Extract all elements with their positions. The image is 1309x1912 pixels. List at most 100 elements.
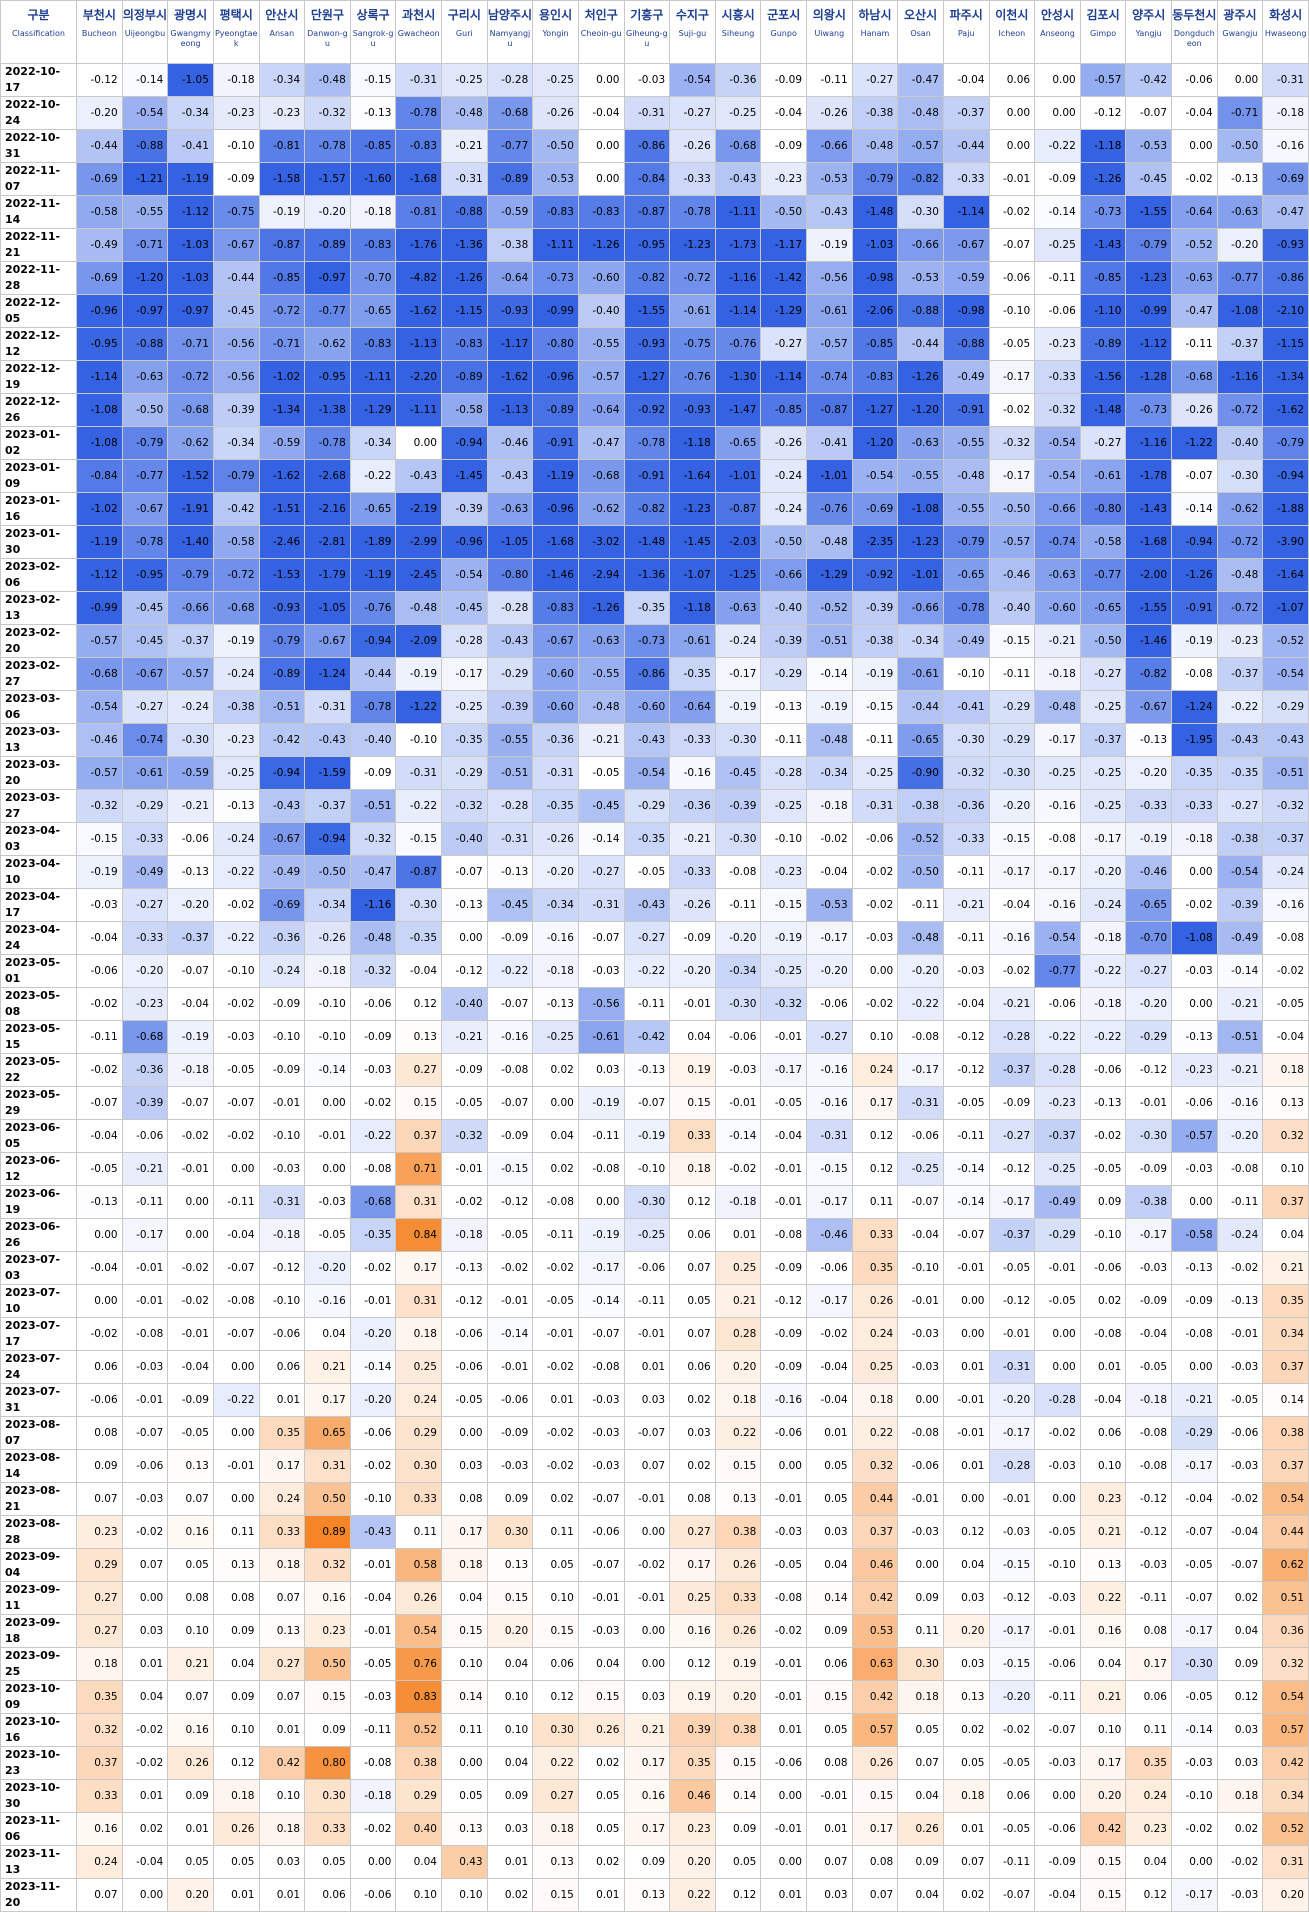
value-cell: 0.05 <box>669 1284 716 1318</box>
value-cell: -0.62 <box>1216 492 1264 526</box>
value-cell: -1.19 <box>532 459 579 493</box>
value-cell: -1.58 <box>258 162 306 196</box>
value-cell: -0.36 <box>669 789 716 823</box>
value-cell: -0.19 <box>851 657 899 691</box>
value-cell: -1.46 <box>532 558 579 592</box>
data-row: 2023-07-24 0.06 -0.03 -0.04 0.00 0.06 0.21 -0.1… <box>0 1350 1309 1384</box>
value-cell: 0.46 <box>851 1548 899 1582</box>
value-cell: -1.68 <box>532 525 579 559</box>
value-cell: -0.01 <box>623 1482 671 1516</box>
value-cell: 0.15 <box>486 1581 534 1615</box>
value-cell: 0.05 <box>714 1845 762 1879</box>
value-cell: 0.24 <box>851 1317 899 1351</box>
column-header: 과천시 Gwacheon <box>395 0 442 64</box>
value-cell: -0.05 <box>988 1812 1036 1846</box>
value-cell: -0.21 <box>669 822 716 856</box>
value-cell: -0.47 <box>349 855 397 889</box>
value-cell: -1.48 <box>1079 393 1127 427</box>
value-cell: -0.48 <box>806 525 853 559</box>
value-cell: -0.33 <box>121 921 169 955</box>
value-cell: -0.18 <box>441 1218 488 1252</box>
value-cell: 0.08 <box>1125 1614 1172 1648</box>
value-cell: -0.39 <box>486 690 534 724</box>
value-cell: -0.34 <box>349 426 397 460</box>
value-cell: 0.24 <box>76 1845 123 1879</box>
value-cell: -0.43 <box>623 888 671 922</box>
value-cell: 0.17 <box>1079 1746 1127 1780</box>
value-cell: 0.02 <box>1079 1284 1127 1318</box>
date-cell: 2023-04-10 <box>0 855 77 889</box>
value-cell: -0.37 <box>304 789 351 823</box>
value-cell: -0.07 <box>441 855 488 889</box>
value-cell: -0.66 <box>1034 492 1081 526</box>
value-cell: -0.45 <box>121 591 169 625</box>
value-cell: -0.93 <box>486 294 534 328</box>
column-kr: 의왕시 <box>812 8 846 22</box>
value-cell: -1.11 <box>395 393 442 427</box>
value-cell: 0.00 <box>1171 1350 1218 1384</box>
value-cell: -0.01 <box>441 1152 488 1186</box>
value-cell: 0.00 <box>577 1185 625 1219</box>
column-header: 안산시 Ansan <box>258 0 306 64</box>
value-cell: -0.55 <box>942 426 990 460</box>
date-cell: 2023-08-07 <box>0 1416 77 1450</box>
value-cell: 0.13 <box>1262 1086 1309 1120</box>
value-cell: -0.46 <box>1125 855 1172 889</box>
value-cell: -0.08 <box>1125 1416 1172 1450</box>
value-cell: -0.47 <box>897 63 944 97</box>
value-cell: 0.42 <box>851 1581 899 1615</box>
value-cell: -1.01 <box>806 459 853 493</box>
value-cell: -0.30 <box>623 1185 671 1219</box>
value-cell: -0.23 <box>1216 624 1264 658</box>
value-cell: -0.02 <box>851 855 899 889</box>
value-cell: -0.26 <box>669 888 716 922</box>
date-cell: 2023-11-20 <box>0 1878 77 1912</box>
data-row: 2023-03-20 -0.57 -0.61 -0.59 -0.25 -0.94 -1.59… <box>0 756 1309 790</box>
value-cell: -0.48 <box>897 921 944 955</box>
value-cell: -0.04 <box>1034 1878 1081 1912</box>
value-cell: -0.72 <box>1216 591 1264 625</box>
value-cell: -1.13 <box>395 327 442 361</box>
value-cell: 0.09 <box>486 1779 534 1813</box>
value-cell: -0.17 <box>988 1614 1036 1648</box>
value-cell: -1.08 <box>1171 921 1218 955</box>
value-cell: -0.19 <box>714 690 762 724</box>
value-cell: 0.42 <box>851 1680 899 1714</box>
value-cell: -0.04 <box>1125 1317 1172 1351</box>
value-cell: -0.02 <box>349 1086 397 1120</box>
value-cell: -0.10 <box>897 1251 944 1285</box>
value-cell: -0.21 <box>1034 624 1081 658</box>
date-cell: 2023-09-11 <box>0 1581 77 1615</box>
value-cell: 0.01 <box>121 1779 169 1813</box>
value-cell: -0.01 <box>349 1548 397 1582</box>
value-cell: -0.14 <box>349 1350 397 1384</box>
value-cell: -0.06 <box>349 1878 397 1912</box>
value-cell: 0.08 <box>76 1416 123 1450</box>
value-cell: -0.04 <box>988 888 1036 922</box>
value-cell: 0.00 <box>577 162 625 196</box>
value-cell: 0.17 <box>304 1383 351 1417</box>
value-cell: -0.78 <box>304 129 351 163</box>
value-cell: -0.56 <box>806 261 853 295</box>
value-cell: 0.05 <box>441 1779 488 1813</box>
value-cell: -0.28 <box>486 63 534 97</box>
value-cell: -0.10 <box>760 822 807 856</box>
value-cell: 0.65 <box>304 1416 351 1450</box>
value-cell: -0.43 <box>1216 723 1264 757</box>
value-cell: -0.64 <box>486 261 534 295</box>
value-cell: -1.24 <box>304 657 351 691</box>
value-cell: -0.06 <box>258 1317 306 1351</box>
value-cell: -0.24 <box>212 822 260 856</box>
value-cell: 0.51 <box>1262 1581 1309 1615</box>
value-cell: -0.99 <box>1125 294 1172 328</box>
value-cell: -0.01 <box>1216 1317 1264 1351</box>
value-cell: 0.57 <box>851 1713 899 1747</box>
value-cell: -0.80 <box>1079 492 1127 526</box>
data-row: 2023-08-21 0.07 -0.03 0.07 0.00 0.24 0.50 -0.10… <box>0 1482 1309 1516</box>
value-cell: -0.27 <box>806 1020 853 1054</box>
value-cell: 0.23 <box>76 1515 123 1549</box>
value-cell: 0.07 <box>167 1680 214 1714</box>
value-cell: -0.06 <box>806 1251 853 1285</box>
value-cell: -0.61 <box>577 1020 625 1054</box>
